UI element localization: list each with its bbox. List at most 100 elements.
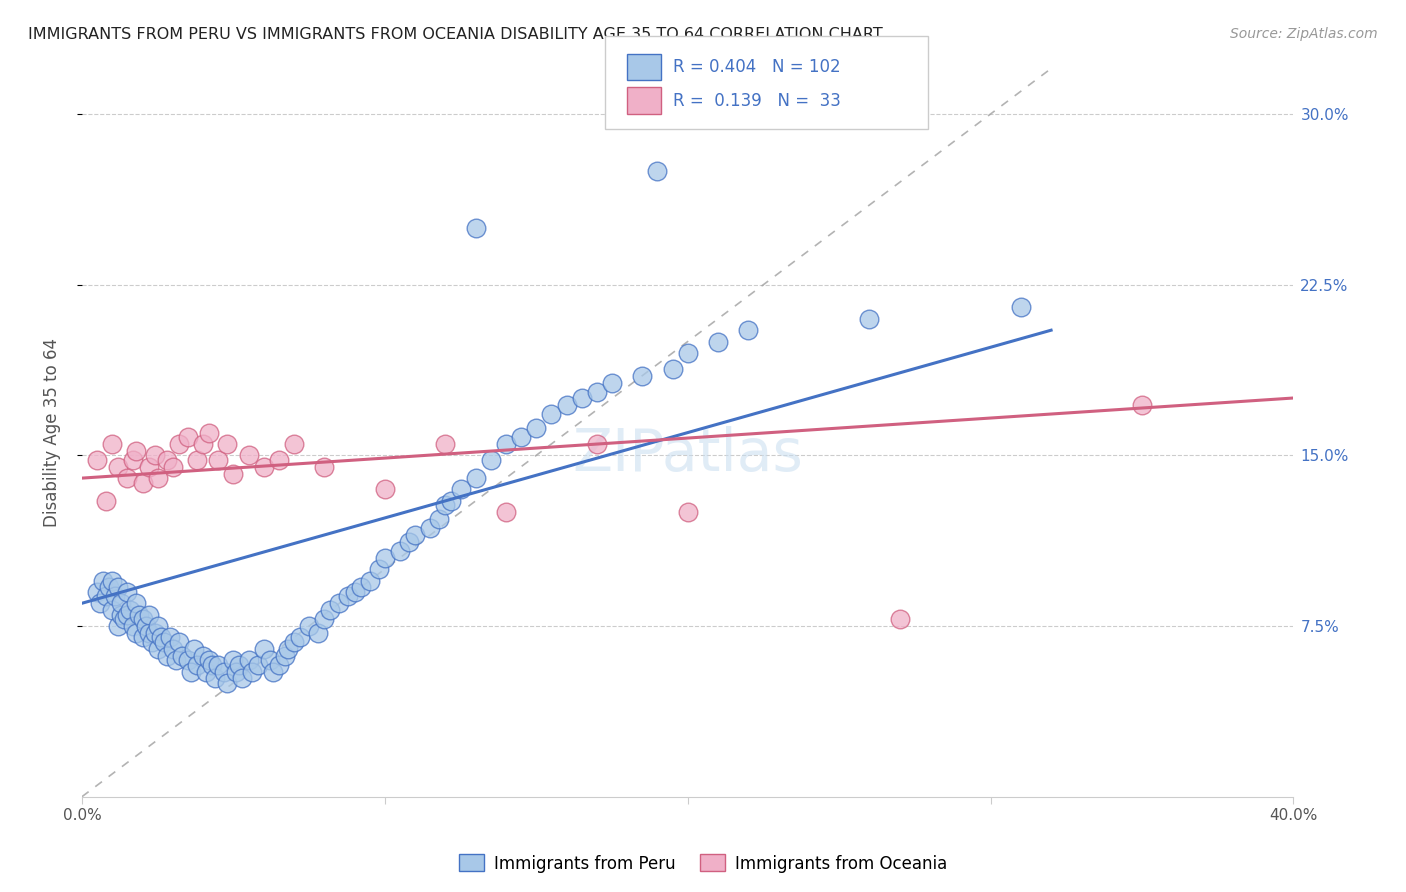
Point <box>647 164 669 178</box>
Point <box>162 459 184 474</box>
Point <box>737 323 759 337</box>
Point <box>440 494 463 508</box>
Point <box>162 641 184 656</box>
Point <box>585 384 607 399</box>
Point <box>110 607 132 622</box>
Point <box>207 453 229 467</box>
Point <box>186 453 208 467</box>
Point <box>1010 301 1032 315</box>
Point <box>314 612 336 626</box>
Text: R = 0.404   N = 102: R = 0.404 N = 102 <box>673 58 841 76</box>
Point <box>152 635 174 649</box>
Point <box>180 665 202 679</box>
Point <box>676 505 699 519</box>
Point <box>374 483 396 497</box>
Point <box>201 657 224 672</box>
Point <box>464 220 486 235</box>
Point <box>328 596 350 610</box>
Point <box>98 580 121 594</box>
Point <box>398 534 420 549</box>
Legend: Immigrants from Peru, Immigrants from Oceania: Immigrants from Peru, Immigrants from Oc… <box>451 847 955 880</box>
Point <box>510 430 533 444</box>
Point <box>207 657 229 672</box>
Point <box>319 603 342 617</box>
Point <box>112 612 135 626</box>
Point <box>86 453 108 467</box>
Point <box>204 671 226 685</box>
Point <box>146 619 169 633</box>
Point <box>122 619 145 633</box>
Point <box>125 596 148 610</box>
Point <box>122 453 145 467</box>
Point <box>676 346 699 360</box>
Point <box>131 475 153 490</box>
Point <box>141 635 163 649</box>
Point <box>146 641 169 656</box>
Point <box>238 448 260 462</box>
Point <box>343 585 366 599</box>
Point <box>191 648 214 663</box>
Point <box>156 648 179 663</box>
Point <box>214 665 236 679</box>
Point <box>274 648 297 663</box>
Point <box>107 619 129 633</box>
Point <box>138 607 160 622</box>
Point <box>585 437 607 451</box>
Point <box>540 408 562 422</box>
Point <box>125 625 148 640</box>
Point <box>267 453 290 467</box>
Point <box>253 641 276 656</box>
Point <box>131 631 153 645</box>
Point <box>267 657 290 672</box>
Point <box>298 619 321 633</box>
Point <box>434 437 457 451</box>
Point <box>359 574 381 588</box>
Text: R =  0.139   N =  33: R = 0.139 N = 33 <box>673 92 841 110</box>
Point <box>337 590 360 604</box>
Point <box>217 676 239 690</box>
Text: ZIPatlas: ZIPatlas <box>572 426 803 483</box>
Point <box>117 471 139 485</box>
Point <box>277 641 299 656</box>
Point <box>146 471 169 485</box>
Point <box>419 521 441 535</box>
Point <box>170 648 193 663</box>
Point <box>427 512 450 526</box>
Point <box>246 657 269 672</box>
Point <box>253 459 276 474</box>
Point <box>128 607 150 622</box>
Point <box>186 657 208 672</box>
Point <box>131 612 153 626</box>
Point <box>96 494 118 508</box>
Point <box>238 653 260 667</box>
Point <box>450 483 472 497</box>
Point <box>388 544 411 558</box>
Point <box>524 421 547 435</box>
Point <box>177 430 200 444</box>
Text: IMMIGRANTS FROM PERU VS IMMIGRANTS FROM OCEANIA DISABILITY AGE 35 TO 64 CORRELAT: IMMIGRANTS FROM PERU VS IMMIGRANTS FROM … <box>28 27 883 42</box>
Point <box>110 596 132 610</box>
Point <box>404 528 426 542</box>
Point <box>198 653 221 667</box>
Point <box>222 467 245 481</box>
Point <box>138 625 160 640</box>
Point <box>143 625 166 640</box>
Point <box>555 398 578 412</box>
Point <box>101 437 124 451</box>
Point <box>374 550 396 565</box>
Point <box>165 653 187 667</box>
Point <box>198 425 221 440</box>
Point <box>307 625 329 640</box>
Point <box>117 585 139 599</box>
Text: Source: ZipAtlas.com: Source: ZipAtlas.com <box>1230 27 1378 41</box>
Point <box>91 574 114 588</box>
Point <box>217 437 239 451</box>
Point <box>240 665 263 679</box>
Point <box>600 376 623 390</box>
Point <box>96 590 118 604</box>
Point <box>101 574 124 588</box>
Point <box>167 437 190 451</box>
Point <box>479 453 502 467</box>
Point <box>495 437 517 451</box>
Point <box>117 607 139 622</box>
